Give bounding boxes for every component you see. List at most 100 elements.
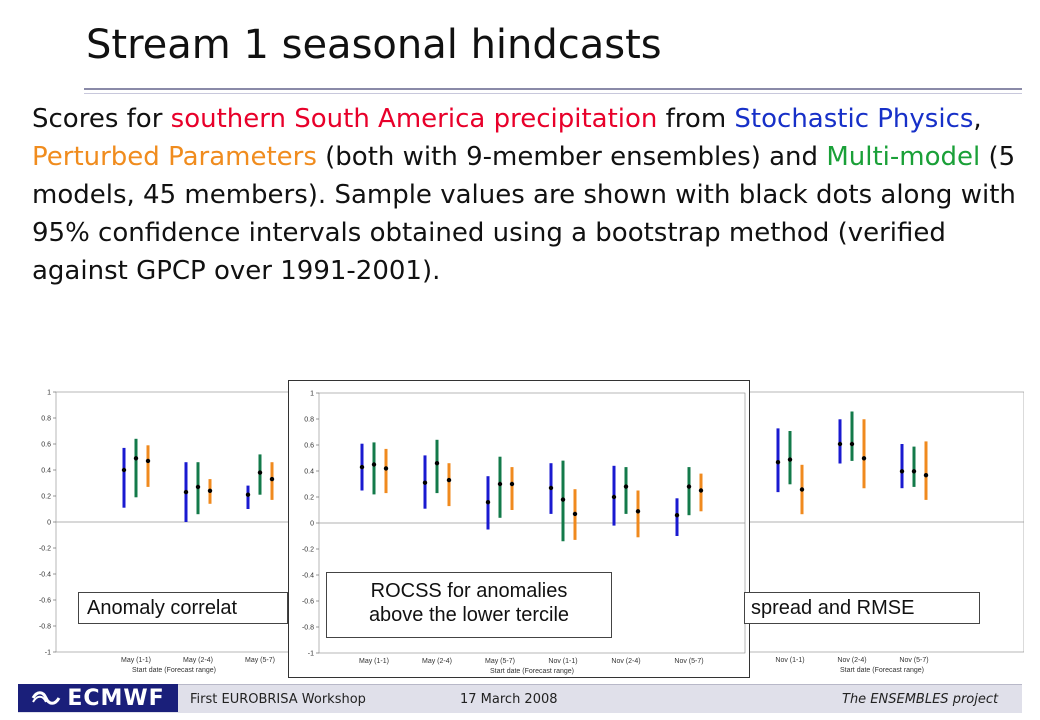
- y-tick-label: -0.6: [302, 599, 314, 606]
- body-text-part: (5 models, 45 members). Sample values ar…: [32, 142, 1016, 286]
- x-tick-label: Nov (5-7): [674, 658, 703, 665]
- spread-rmse-label-text: spread and RMSE: [751, 597, 915, 619]
- chart-anomaly-correlation: 1 0.8 0.6 0.4 0.2 0 -0.2 -0.4 -0.6 -0.8 -1 May (1-1…: [24, 380, 294, 676]
- footer-workshop: First EUROBRISA Workshop: [190, 692, 366, 707]
- sample-dot: [611, 494, 617, 500]
- x-tick-label: Nov (5-7): [899, 657, 928, 664]
- body-text-part: ,: [973, 104, 982, 134]
- sample-dot: [799, 487, 805, 492]
- x-tick-label: May (2-4): [183, 657, 213, 664]
- x-tick-label: Nov (2-4): [611, 658, 640, 665]
- footer-bar: [18, 684, 1022, 713]
- sample-dot: [497, 481, 503, 487]
- sample-dot: [560, 497, 566, 502]
- sample-dot: [899, 469, 905, 474]
- sample-dot: [383, 466, 389, 471]
- y-tick-label: -0.6: [39, 598, 51, 605]
- highlight-multi-model: Multi-model: [826, 142, 981, 172]
- plot-frame: [740, 391, 1024, 653]
- sample-dot: [485, 500, 491, 505]
- sample-dot: [548, 485, 554, 491]
- chart-anomaly-correlation-svg: 1 0.8 0.6 0.4 0.2 0 -0.2 -0.4 -0.6 -0.8 -1 May (1-1…: [39, 390, 293, 674]
- highlight-perturbed-parameters: Perturbed Parameters: [32, 142, 317, 172]
- y-tick-label: 0.8: [41, 416, 51, 423]
- ecmwf-logo: ECMWF: [18, 684, 178, 712]
- sample-dot: [145, 458, 151, 464]
- sample-dot: [623, 484, 629, 489]
- y-tick-label: 0.6: [304, 443, 314, 450]
- x-axis-title: Start date (Forecast range): [132, 667, 216, 674]
- y-tick-label: 0.2: [41, 494, 51, 501]
- x-tick-label: May (5-7): [485, 658, 515, 665]
- sample-dot: [133, 456, 139, 461]
- sample-dot: [698, 488, 704, 493]
- y-tick-label: 0.6: [41, 442, 51, 449]
- footer-project: The ENSEMBLES project: [842, 692, 999, 707]
- chart-spread-rmse: Nov (1-1) Nov (2-4) Nov (5-7) Start date (F…: [740, 380, 1024, 676]
- sample-dot: [245, 492, 251, 497]
- highlight-stochastic-physics: Stochastic Physics: [734, 104, 974, 134]
- y-tick-label: -0.4: [302, 573, 314, 580]
- sample-dot: [359, 464, 365, 470]
- anomaly-correlation-label: Anomaly correlat: [78, 592, 288, 624]
- y-tick-label: 0.4: [41, 468, 51, 475]
- y-tick-label: -1: [45, 650, 51, 657]
- body-text-part: Scores for: [32, 104, 171, 134]
- sample-dot: [787, 457, 793, 462]
- y-tick-label: -0.2: [302, 547, 314, 554]
- y-tick-label: 0.2: [304, 495, 314, 502]
- sample-dot: [674, 513, 680, 518]
- sample-dot: [257, 470, 263, 475]
- slide-title: Stream 1 seasonal hindcasts: [86, 22, 662, 68]
- y-tick-label: -0.4: [39, 572, 51, 579]
- x-tick-label: Nov (1-1): [548, 658, 577, 665]
- x-tick-label: May (2-4): [422, 658, 452, 665]
- y-tick-label: -1: [308, 651, 314, 658]
- body-text-part: from: [657, 104, 735, 134]
- ecmwf-swirl-icon: [32, 691, 61, 705]
- sample-dot: [509, 481, 515, 487]
- rocss-label-line2: above the lower tercile: [368, 604, 570, 626]
- sample-dot: [837, 441, 843, 447]
- x-tick-label: May (5-7): [245, 657, 275, 664]
- y-tick-label: 0: [310, 521, 314, 528]
- sample-dot: [434, 461, 440, 466]
- sample-dot: [923, 473, 929, 478]
- ecmwf-logo-text: ECMWF: [67, 685, 165, 711]
- footer-date: 17 March 2008: [460, 692, 558, 707]
- sample-dot: [775, 460, 781, 465]
- x-tick-label: May (1-1): [359, 658, 389, 665]
- body-text-part: (both with 9-member ensembles) and: [316, 142, 827, 172]
- y-tick-label: -0.8: [39, 624, 51, 631]
- slide-body-text: Scores for southern South America precip…: [32, 100, 1022, 290]
- spread-rmse-label: spread and RMSE: [744, 592, 980, 624]
- title-divider: [84, 88, 1022, 94]
- y-tick-label: 0.4: [304, 469, 314, 476]
- chart-rocss-svg: 1 0.8 0.6 0.4 0.2 0 -0.2 -0.4 -0.6 -0.8 -1 May (1-1…: [302, 391, 746, 675]
- sample-dot: [121, 467, 127, 473]
- y-tick-label: 1: [47, 390, 51, 397]
- x-axis-title: Start date (Forecast range): [490, 668, 574, 675]
- sample-dot: [371, 462, 377, 467]
- sample-dot: [207, 488, 213, 493]
- sample-dot: [635, 509, 641, 514]
- x-tick-label: Nov (2-4): [837, 657, 866, 664]
- y-tick-label: 1: [310, 391, 314, 398]
- footer: ECMWF First EUROBRISA Workshop 17 March …: [0, 684, 1040, 720]
- sample-dot: [686, 484, 692, 489]
- highlight-region: southern South America precipitation: [170, 104, 658, 134]
- y-tick-label: -0.8: [302, 625, 314, 632]
- y-tick-label: 0.8: [304, 417, 314, 424]
- sample-dot: [446, 477, 452, 483]
- sample-dot: [195, 484, 201, 490]
- sample-dot: [422, 480, 428, 485]
- chart-spread-rmse-svg: Nov (1-1) Nov (2-4) Nov (5-7) Start date (F…: [740, 391, 1024, 674]
- y-tick-label: -0.2: [39, 546, 51, 553]
- rocss-label-line1: ROCSS for anomalies: [370, 580, 568, 602]
- x-axis-title: Start date (Forecast range): [840, 667, 924, 674]
- sample-dot: [911, 469, 917, 474]
- sample-dot: [861, 456, 867, 461]
- rocss-label: ROCSS for anomalies above the lower terc…: [326, 572, 612, 638]
- y-tick-label: 0: [47, 520, 51, 527]
- x-tick-label: Nov (1-1): [775, 657, 804, 664]
